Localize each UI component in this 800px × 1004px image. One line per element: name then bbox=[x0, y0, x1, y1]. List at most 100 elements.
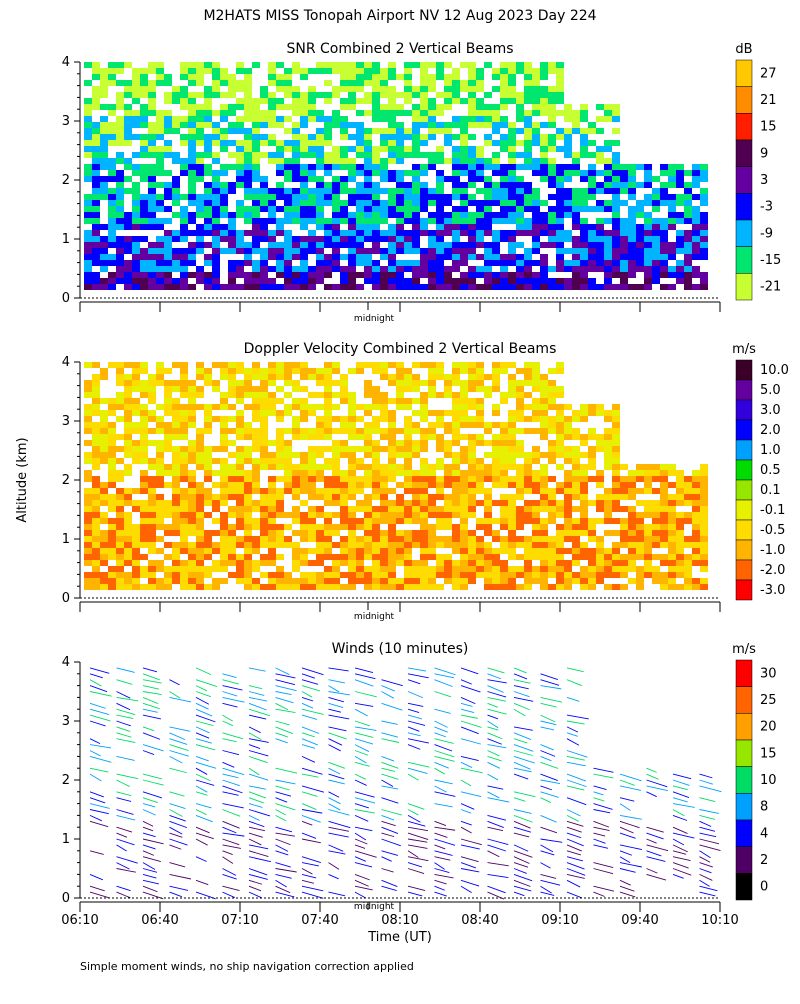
wind-barb bbox=[355, 703, 373, 706]
field-cell bbox=[452, 374, 460, 380]
wind-barb bbox=[196, 774, 210, 781]
field-cell bbox=[572, 206, 580, 212]
field-cell bbox=[212, 176, 220, 182]
wind-barb bbox=[117, 863, 130, 870]
field-cell bbox=[516, 200, 524, 206]
wind-barb bbox=[514, 762, 530, 769]
field-cell bbox=[332, 230, 340, 236]
field-cell bbox=[404, 194, 412, 200]
field-cell bbox=[420, 458, 428, 464]
field-cell bbox=[532, 158, 540, 164]
field-cell bbox=[140, 206, 148, 212]
field-cell bbox=[636, 224, 644, 230]
field-cell bbox=[340, 104, 348, 110]
field-cell bbox=[436, 122, 444, 128]
field-cell bbox=[548, 416, 556, 422]
field-cell bbox=[140, 446, 148, 452]
field-cell bbox=[116, 362, 124, 368]
field-cell bbox=[356, 536, 364, 542]
field-cell bbox=[524, 584, 532, 590]
field-cell bbox=[276, 584, 284, 590]
colorbar-swatch bbox=[736, 273, 752, 300]
field-cell bbox=[652, 524, 660, 530]
field-cell bbox=[524, 476, 532, 482]
field-cell bbox=[444, 248, 452, 254]
field-cell bbox=[572, 266, 580, 272]
field-cell bbox=[340, 482, 348, 488]
field-cell bbox=[620, 542, 628, 548]
field-cell bbox=[524, 536, 532, 542]
wind-barb bbox=[541, 827, 557, 833]
wind-barb bbox=[143, 715, 161, 719]
field-cell bbox=[500, 212, 508, 218]
field-cell bbox=[388, 254, 396, 260]
field-cell bbox=[588, 452, 596, 458]
field-cell bbox=[532, 578, 540, 584]
field-cell bbox=[252, 410, 260, 416]
colorbar-swatch bbox=[736, 113, 752, 140]
field-cell bbox=[436, 362, 444, 368]
field-cell bbox=[228, 470, 236, 476]
field-cell bbox=[292, 200, 300, 206]
field-cell bbox=[92, 560, 100, 566]
field-cell bbox=[596, 446, 604, 452]
field-cell bbox=[612, 254, 620, 260]
field-cell bbox=[180, 536, 188, 542]
field-cell bbox=[628, 254, 636, 260]
field-cell bbox=[676, 584, 684, 590]
field-cell bbox=[172, 428, 180, 434]
field-cell bbox=[604, 176, 612, 182]
field-cell bbox=[156, 494, 164, 500]
field-cell bbox=[284, 542, 292, 548]
field-cell bbox=[332, 242, 340, 248]
field-cell bbox=[212, 188, 220, 194]
field-cell bbox=[428, 230, 436, 236]
field-cell bbox=[660, 272, 668, 278]
field-cell bbox=[564, 152, 572, 158]
field-cell bbox=[540, 122, 548, 128]
field-cell bbox=[508, 374, 516, 380]
field-cell bbox=[300, 524, 308, 530]
field-cell bbox=[452, 224, 460, 230]
field-cell bbox=[540, 164, 548, 170]
wind-barb bbox=[620, 863, 642, 867]
field-cell bbox=[276, 164, 284, 170]
wind-barb bbox=[143, 833, 156, 837]
field-cell bbox=[124, 188, 132, 194]
field-cell bbox=[100, 74, 108, 80]
field-cell bbox=[524, 566, 532, 572]
field-cell bbox=[324, 458, 332, 464]
field-cell bbox=[420, 110, 428, 116]
field-cell bbox=[692, 272, 700, 278]
field-cell bbox=[396, 146, 404, 152]
field-cell bbox=[164, 578, 172, 584]
field-cell bbox=[92, 62, 100, 68]
field-cell bbox=[372, 452, 380, 458]
field-cell bbox=[556, 386, 564, 392]
wind-barb bbox=[514, 869, 527, 874]
field-cell bbox=[548, 500, 556, 506]
field-cell bbox=[404, 62, 412, 68]
field-cell bbox=[324, 548, 332, 554]
field-cell bbox=[172, 380, 180, 386]
field-cell bbox=[412, 104, 420, 110]
field-cell bbox=[356, 140, 364, 146]
field-cell bbox=[300, 284, 308, 290]
field-cell bbox=[516, 542, 524, 548]
field-cell bbox=[564, 518, 572, 524]
field-cell bbox=[404, 278, 412, 284]
field-cell bbox=[500, 80, 508, 86]
field-cell bbox=[556, 584, 564, 590]
field-cell bbox=[148, 536, 156, 542]
field-cell bbox=[540, 464, 548, 470]
field-cell bbox=[668, 266, 676, 272]
wind-barb bbox=[329, 798, 341, 804]
field-cell bbox=[148, 284, 156, 290]
field-cell bbox=[140, 506, 148, 512]
field-cell bbox=[156, 248, 164, 254]
field-cell bbox=[668, 518, 676, 524]
field-cell bbox=[476, 122, 484, 128]
field-cell bbox=[172, 116, 180, 122]
field-cell bbox=[300, 416, 308, 422]
field-cell bbox=[252, 284, 260, 290]
